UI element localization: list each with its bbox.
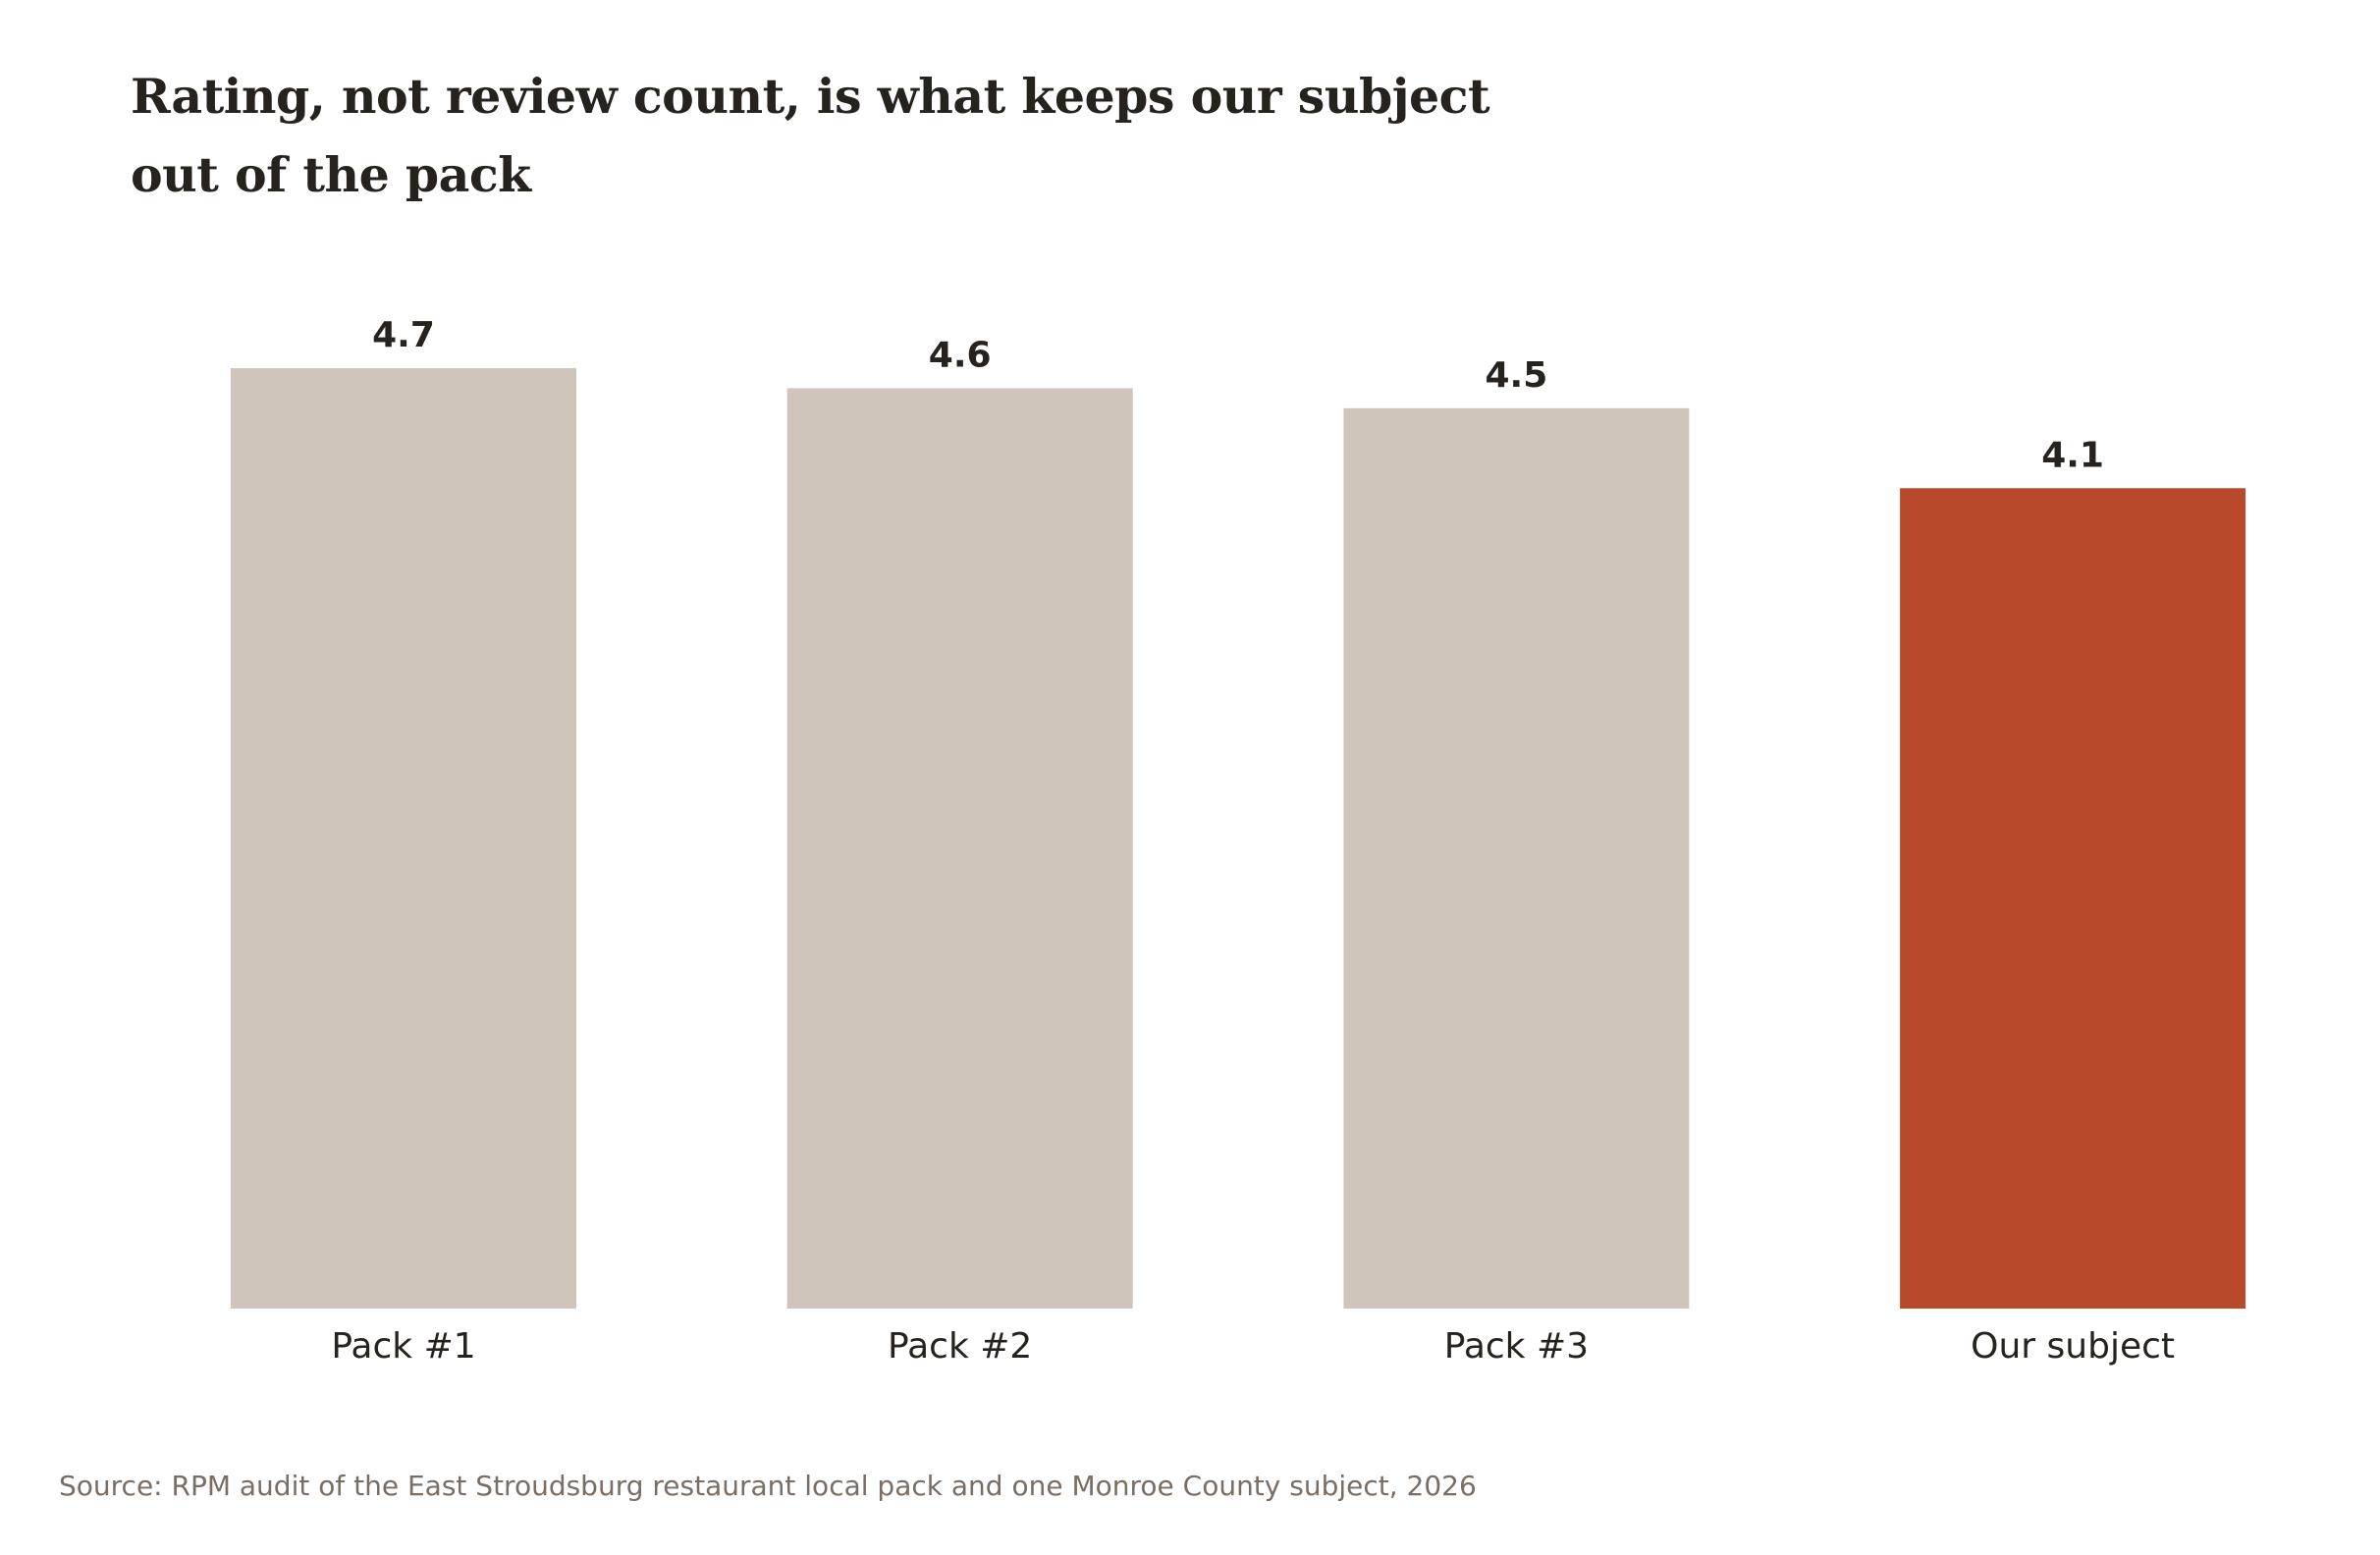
category-label: Our subject	[1971, 1326, 2175, 1367]
bar-pack-1	[231, 368, 576, 1309]
bars-group	[231, 368, 2246, 1309]
value-label: 4.1	[2041, 435, 2104, 475]
value-label: 4.7	[372, 315, 435, 355]
value-labels-group: 4.7 4.6 4.5 4.1	[372, 315, 2104, 475]
category-label: Pack #1	[331, 1326, 475, 1367]
value-label: 4.6	[929, 335, 992, 375]
category-label: Pack #3	[1444, 1326, 1589, 1367]
category-label: Pack #2	[888, 1326, 1032, 1367]
bar-pack-2	[786, 388, 1133, 1309]
bar-pack-3	[1343, 407, 1690, 1309]
bar-our-subject	[1900, 488, 2246, 1309]
chart-title: Rating, not review count, is what keeps …	[131, 68, 1490, 203]
source-note: Source: RPM audit of the East Stroudsbur…	[59, 1470, 1477, 1502]
value-label: 4.5	[1486, 355, 1548, 396]
category-labels-group: Pack #1 Pack #2 Pack #3 Our subject	[331, 1326, 2175, 1367]
